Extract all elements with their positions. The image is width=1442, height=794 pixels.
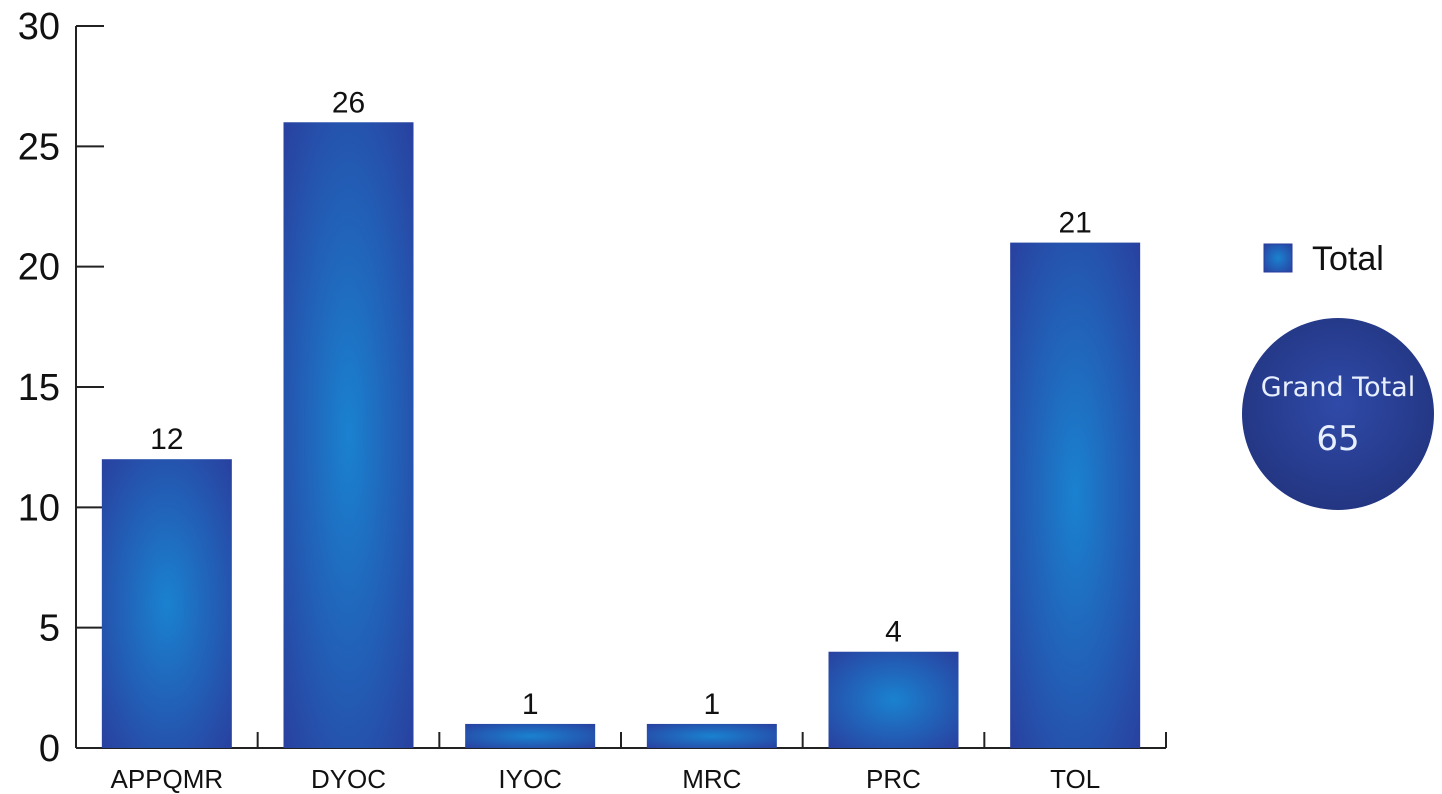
data-label-appqmr: 12 (150, 423, 183, 456)
x-tick-label-iyoc: IYOC (498, 764, 562, 794)
x-tick-label-tol: TOL (1050, 764, 1100, 794)
bar-tol (1010, 242, 1141, 748)
bars (101, 122, 1141, 749)
bar-iyoc (465, 723, 596, 748)
y-tick-label: 20 (18, 247, 60, 289)
x-tick-label-mrc: MRC (682, 764, 741, 794)
data-label-dyoc: 26 (332, 86, 365, 119)
bar-mrc (646, 723, 777, 748)
data-label-iyoc: 1 (522, 688, 539, 721)
bar-appqmr (101, 459, 232, 748)
legend-label-total: Total (1312, 240, 1384, 278)
legend: Total (1263, 240, 1384, 278)
x-tick-label-appqmr: APPQMR (110, 764, 223, 794)
x-tick-label-dyoc: DYOC (311, 764, 386, 794)
x-tick-label-prc: PRC (866, 764, 921, 794)
y-tick-label: 5 (39, 608, 60, 650)
y-tick-label: 10 (18, 487, 60, 529)
y-tick-label: 25 (18, 126, 60, 168)
data-label-prc: 4 (885, 616, 902, 649)
labels: 12 APPQMR 26 DYOC 1 IYOC 1 MRC 4 PRC 21 TOL (110, 86, 1100, 794)
grand-total-circle (1242, 318, 1434, 510)
y-tick-label: 30 (18, 6, 60, 48)
grand-total-label: Grand Total (1261, 372, 1415, 403)
y-tick-label: 15 (18, 367, 60, 409)
data-label-tol: 21 (1058, 207, 1091, 240)
y-tick-label: 0 (39, 728, 60, 770)
grand-total-badge: Grand Total 65 (1242, 318, 1434, 510)
grand-total-value: 65 (1316, 419, 1359, 459)
data-label-mrc: 1 (703, 688, 720, 721)
bar-dyoc (283, 122, 414, 749)
legend-swatch (1263, 243, 1293, 273)
bar-prc (828, 651, 959, 748)
axes: 0 5 10 15 20 25 30 (18, 6, 1167, 770)
